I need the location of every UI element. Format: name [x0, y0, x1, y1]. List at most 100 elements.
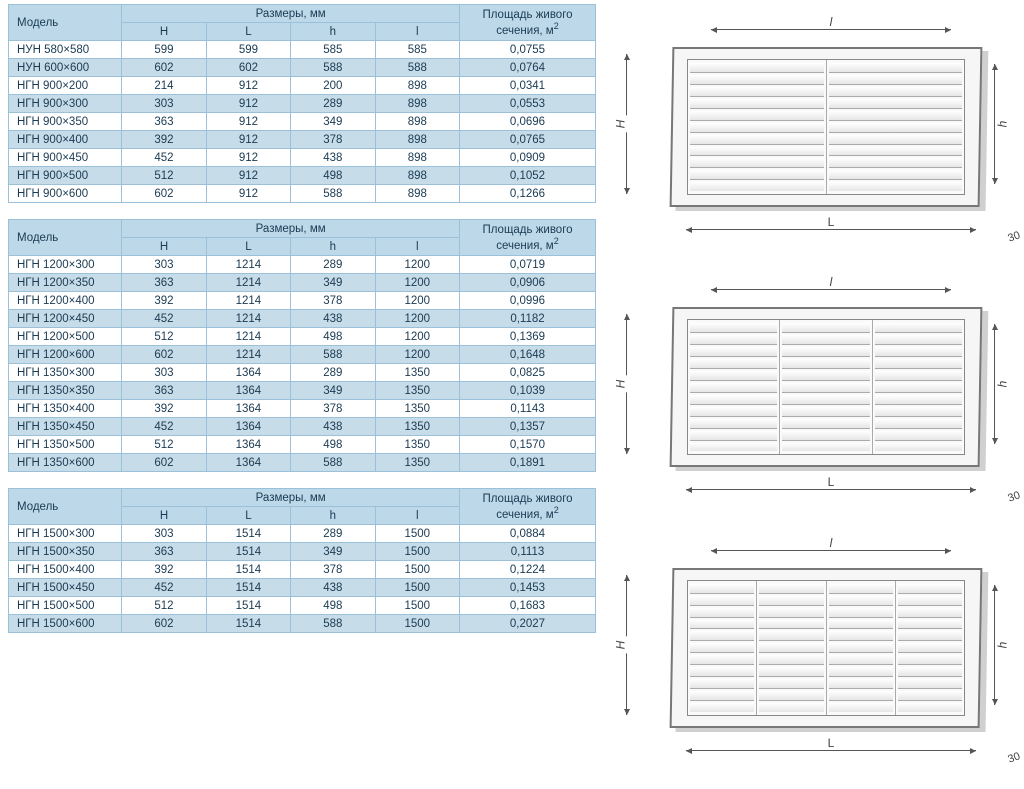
- grille-slat: [875, 431, 962, 441]
- cell-area: 0,1570: [460, 436, 596, 454]
- cell-area: 0,1052: [460, 167, 596, 185]
- grille-slat: [690, 443, 777, 452]
- grille-slat: [690, 584, 754, 594]
- grille-slat: [690, 667, 754, 677]
- dim-H-left: H: [616, 575, 636, 715]
- cell-L: 912: [206, 167, 290, 185]
- cell-area: 0,0996: [460, 292, 596, 310]
- grille-slat: [782, 323, 869, 333]
- cell-H: 303: [122, 364, 206, 382]
- cell-model: НГН 900×200: [9, 77, 122, 95]
- grille-panel: [873, 320, 964, 454]
- grille-slat: [829, 596, 893, 606]
- grille-slat: [875, 371, 962, 381]
- cell-area: 0,1143: [460, 400, 596, 418]
- cell-h: 438: [291, 149, 375, 167]
- cell-l: 1350: [375, 400, 459, 418]
- dim-h-right: h: [984, 324, 1004, 444]
- cell-h: 349: [291, 382, 375, 400]
- cell-H: 512: [122, 597, 206, 615]
- cell-l: 1350: [375, 436, 459, 454]
- grille-slat: [829, 667, 893, 677]
- grille-slat: [898, 631, 962, 641]
- grille-slat: [690, 407, 777, 417]
- dim-label-H: H: [613, 376, 627, 393]
- grille-slat: [875, 359, 962, 369]
- grille-slat: [829, 99, 963, 109]
- cell-area: 0,0825: [460, 364, 596, 382]
- grille-panel: [780, 320, 872, 454]
- grille-slat: [829, 643, 893, 653]
- col-model: Модель: [9, 5, 122, 41]
- cell-l: 898: [375, 95, 459, 113]
- cell-area: 0,1891: [460, 454, 596, 472]
- table-row: НУН 600×6006026025885880,0764: [9, 59, 596, 77]
- cell-H: 392: [122, 292, 206, 310]
- cell-L: 1514: [206, 525, 290, 543]
- cell-L: 1364: [206, 382, 290, 400]
- grille-slat: [690, 170, 824, 180]
- cell-h: 378: [291, 131, 375, 149]
- table-row: НГН 1500×350363151434915000,1113: [9, 543, 596, 561]
- table-row: НГН 900×3503639123498980,0696: [9, 113, 596, 131]
- grille-slat: [875, 395, 962, 405]
- cell-model: НГН 1200×500: [9, 328, 122, 346]
- cell-L: 1514: [206, 561, 290, 579]
- grille-slat: [759, 655, 823, 665]
- grille-panel: [688, 60, 827, 194]
- grille-slat: [759, 608, 823, 618]
- cell-H: 452: [122, 310, 206, 328]
- dim-l-top: l: [711, 19, 951, 39]
- grille-panel: [688, 581, 757, 715]
- cell-h: 588: [291, 185, 375, 203]
- cell-l: 898: [375, 131, 459, 149]
- grille-slat: [829, 75, 963, 85]
- grille-frame: [671, 568, 981, 728]
- grille-slat: [690, 395, 777, 405]
- grille-slat: [690, 123, 824, 133]
- grille-slat: [829, 584, 893, 594]
- cell-l: 1500: [375, 561, 459, 579]
- cell-L: 912: [206, 131, 290, 149]
- grille-slat: [759, 643, 823, 653]
- cell-h: 498: [291, 436, 375, 454]
- dim-label-l: l: [826, 536, 837, 550]
- grille-slat: [782, 359, 869, 369]
- col-area: Площадь живогосечения, м2: [460, 220, 596, 256]
- dim-L-bottom: L: [686, 219, 976, 239]
- cell-h: 289: [291, 364, 375, 382]
- cell-H: 602: [122, 346, 206, 364]
- cell-model: НГН 1500×350: [9, 543, 122, 561]
- grille-slat: [829, 135, 963, 145]
- grille-panel: [896, 581, 964, 715]
- cell-L: 1364: [206, 418, 290, 436]
- cell-l: 588: [375, 59, 459, 77]
- grille-slat: [898, 655, 962, 665]
- cell-model: НГН 1500×600: [9, 615, 122, 633]
- col-h: h: [291, 238, 375, 256]
- cell-area: 0,0341: [460, 77, 596, 95]
- cell-H: 512: [122, 328, 206, 346]
- cell-model: НГН 1500×400: [9, 561, 122, 579]
- grille-slat: [690, 691, 754, 701]
- grille-slat: [759, 631, 823, 641]
- grille-slat: [898, 608, 962, 618]
- grille-panel: [688, 320, 780, 454]
- cell-model: НУН 580×580: [9, 41, 122, 59]
- cell-L: 1364: [206, 454, 290, 472]
- table-row: НГН 900×4504529124388980,0909: [9, 149, 596, 167]
- cell-l: 1200: [375, 274, 459, 292]
- col-l: l: [375, 238, 459, 256]
- col-area: Площадь живогосечения, м2: [460, 489, 596, 525]
- grille-slat: [875, 323, 962, 333]
- cell-H: 602: [122, 454, 206, 472]
- cell-L: 1514: [206, 543, 290, 561]
- grille-slat: [782, 371, 869, 381]
- dim-depth-30: 30: [1006, 490, 1022, 505]
- cell-model: НГН 900×300: [9, 95, 122, 113]
- cell-l: 1200: [375, 310, 459, 328]
- grille-frame: [671, 307, 981, 467]
- grille-slat: [690, 371, 777, 381]
- grille-slat: [690, 111, 824, 121]
- table-row: НГН 1350×300303136428913500,0825: [9, 364, 596, 382]
